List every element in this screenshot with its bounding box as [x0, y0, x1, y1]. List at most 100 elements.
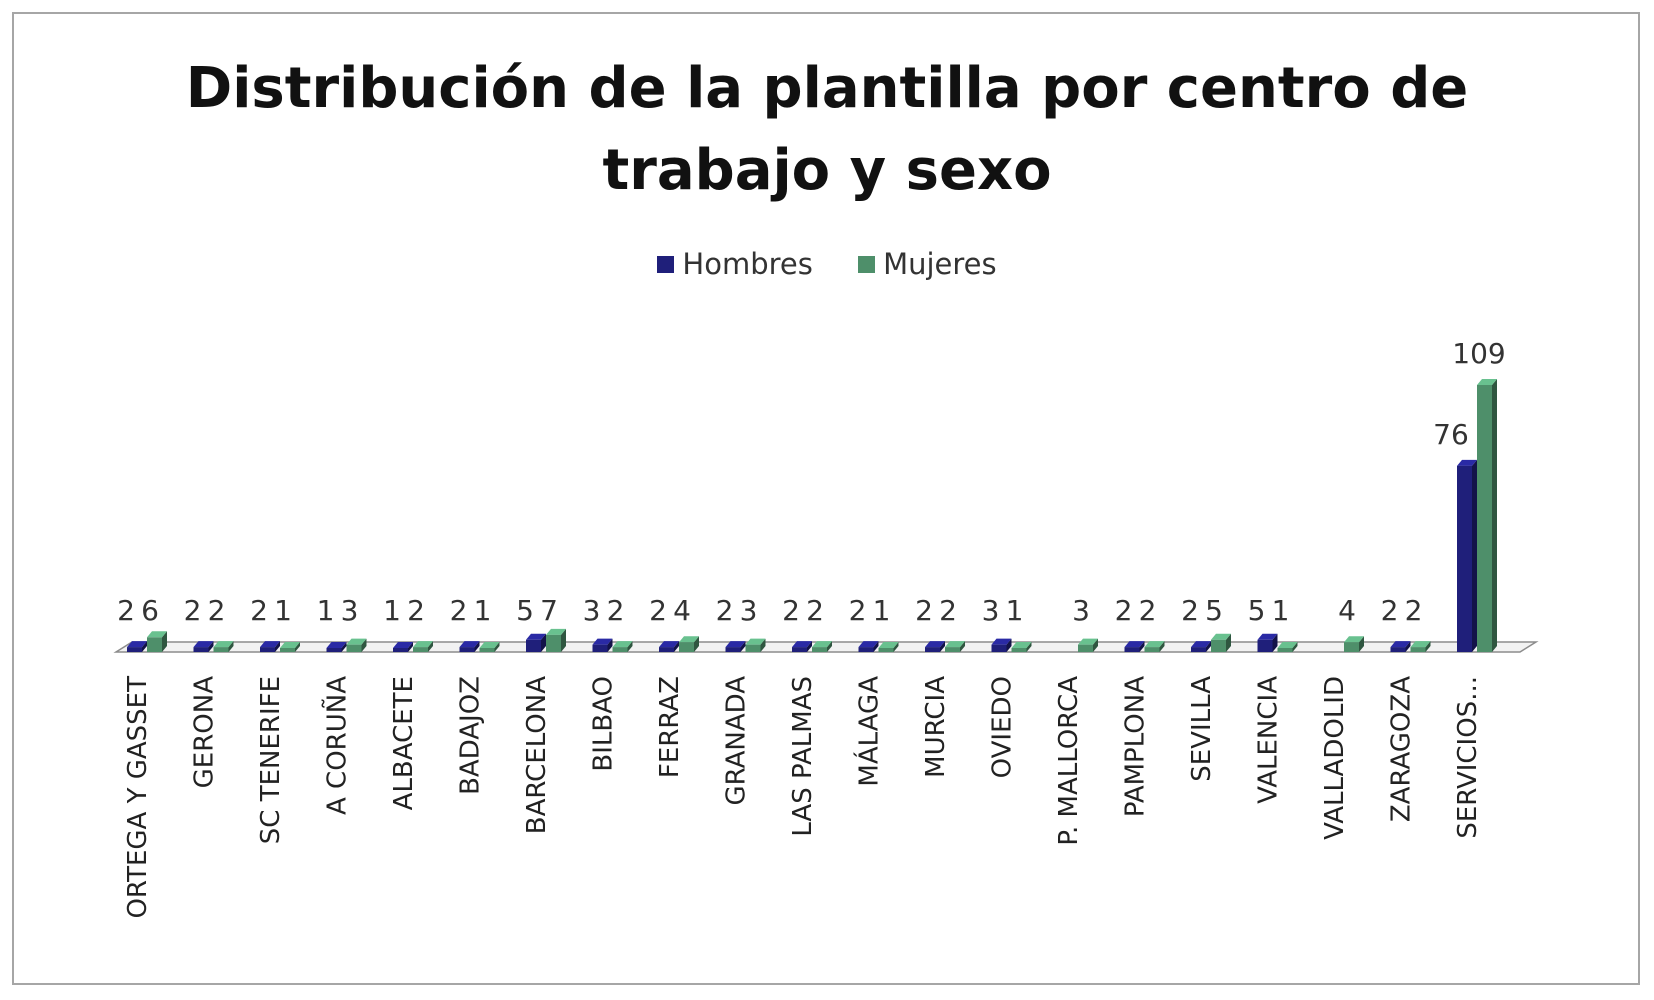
bar-side-hombres-19 [1405, 641, 1411, 652]
bar-top-mujeres-13 [1011, 642, 1032, 648]
bar-top-hombres-17 [1257, 633, 1278, 640]
bar-mujeres-15 [1144, 647, 1160, 652]
data-label-hombres-5: 2 [450, 594, 468, 627]
bar-hombres-17 [1257, 639, 1273, 652]
data-label-hombres-8: 2 [649, 594, 667, 627]
data-label-mujeres-6: 7 [540, 594, 558, 627]
bar-side-hombres-7 [607, 638, 613, 652]
bar-mujeres-20 [1477, 385, 1492, 652]
bar-hombres-13 [991, 644, 1007, 652]
data-label-mujeres-18: 4 [1338, 594, 1356, 627]
data-label-hombres-2: 2 [250, 594, 268, 627]
bar-side-mujeres-19 [1425, 641, 1431, 652]
data-label-hombres-10: 2 [782, 594, 800, 627]
bar-side-hombres-15 [1139, 641, 1145, 652]
x-tick-label-18: VALLADOLID [1320, 676, 1350, 840]
bar-side-mujeres-10 [827, 641, 832, 652]
bar-top-hombres-8 [659, 641, 679, 648]
bar-mujeres-18 [1344, 642, 1359, 652]
data-label-hombres-15: 2 [1115, 594, 1133, 627]
bar-mujeres-2 [280, 648, 295, 652]
bar-side-mujeres-9 [760, 638, 766, 652]
bar-top-hombres-12 [925, 641, 945, 648]
bar-side-mujeres-15 [1159, 641, 1165, 652]
bar-side-mujeres-20 [1492, 379, 1497, 652]
x-tick-label-0: ORTEGA Y GASSET [123, 676, 153, 919]
bar-top-hombres-20 [1457, 459, 1477, 466]
bar-top-hombres-5 [459, 641, 480, 648]
bar-top-mujeres-10 [812, 641, 832, 648]
bar-hombres-12 [925, 647, 940, 652]
bar-hombres-9 [725, 647, 741, 652]
chart-legend: Hombres Mujeres [0, 245, 1654, 281]
legend-label-hombres: Hombres [682, 247, 813, 281]
bar-mujeres-1 [213, 647, 229, 652]
bar-top-mujeres-11 [878, 642, 899, 648]
bar-hombres-0 [127, 647, 142, 652]
x-tick-label-19: ZARAGOZA [1387, 676, 1417, 822]
bar-side-hombres-13 [1006, 638, 1012, 652]
bar-top-hombres-1 [193, 641, 214, 648]
bar-top-hombres-13 [991, 638, 1012, 645]
bar-mujeres-9 [745, 644, 761, 652]
bar-top-hombres-2 [260, 641, 280, 648]
data-label-mujeres-5: 1 [474, 594, 492, 627]
data-label-hombres-6: 5 [516, 594, 534, 627]
bar-top-mujeres-4 [413, 641, 433, 648]
legend-label-mujeres: Mujeres [883, 247, 997, 281]
data-label-hombres-3: 1 [317, 594, 335, 627]
bar-side-mujeres-11 [893, 642, 899, 652]
data-label-mujeres-16: 5 [1205, 594, 1223, 627]
data-label-mujeres-14: 3 [1072, 594, 1090, 627]
bar-side-hombres-10 [807, 641, 812, 652]
data-label-hombres-1: 2 [184, 594, 202, 627]
x-tick-label-8: FERRAZ [655, 676, 685, 778]
bar-side-hombres-2 [275, 641, 280, 652]
legend-swatch-mujeres [858, 255, 876, 273]
bar-side-hombres-4 [408, 642, 413, 652]
x-tick-label-7: BILBAO [589, 676, 619, 772]
data-label-hombres-13: 3 [982, 594, 1000, 627]
bar-side-hombres-16 [1206, 641, 1211, 652]
bar-side-hombres-11 [873, 641, 879, 652]
data-label-hombres-7: 3 [583, 594, 601, 627]
chart-title: Distribución de la plantilla por centro … [0, 48, 1654, 212]
data-label-mujeres-0: 6 [141, 594, 159, 627]
bar-mujeres-13 [1011, 648, 1027, 652]
data-label-hombres-17: 5 [1248, 594, 1266, 627]
bar-top-hombres-9 [725, 641, 746, 648]
bar-top-mujeres-0 [147, 631, 167, 638]
bar-side-mujeres-16 [1226, 633, 1231, 652]
bar-side-mujeres-5 [494, 642, 500, 652]
bar-hombres-19 [1390, 647, 1406, 652]
data-label-mujeres-2: 1 [274, 594, 292, 627]
x-tick-label-17: VALENCIA [1254, 676, 1284, 804]
bar-top-mujeres-8 [679, 636, 699, 643]
bar-side-mujeres-4 [428, 641, 433, 652]
bar-mujeres-16 [1211, 639, 1226, 652]
bar-top-mujeres-6 [546, 628, 566, 635]
bar-mujeres-3 [346, 644, 362, 652]
bar-top-mujeres-9 [745, 638, 766, 645]
bar-side-hombres-1 [208, 641, 214, 652]
bar-side-mujeres-3 [361, 638, 367, 652]
bar-top-hombres-6 [526, 633, 546, 640]
data-label-mujeres-17: 1 [1272, 594, 1290, 627]
bar-top-hombres-4 [393, 642, 413, 648]
data-label-hombres-12: 2 [915, 594, 933, 627]
bar-side-mujeres-0 [162, 631, 167, 652]
bar-side-mujeres-18 [1359, 636, 1364, 652]
bar-hombres-2 [260, 647, 275, 652]
data-label-mujeres-20: 109 [1452, 337, 1505, 370]
x-tick-label-15: PAMPLONA [1121, 676, 1151, 817]
bar-side-hombres-20 [1472, 459, 1477, 652]
bar-top-hombres-0 [127, 641, 147, 648]
data-label-hombres-19: 2 [1381, 594, 1399, 627]
bar-mujeres-17 [1277, 648, 1293, 652]
data-label-hombres-4: 1 [383, 594, 401, 627]
bar-mujeres-8 [679, 642, 694, 652]
bar-side-mujeres-13 [1026, 642, 1032, 652]
bar-mujeres-6 [546, 634, 561, 652]
bar-hombres-6 [526, 639, 541, 652]
x-tick-label-14: P. MALLORCA [1054, 676, 1084, 846]
